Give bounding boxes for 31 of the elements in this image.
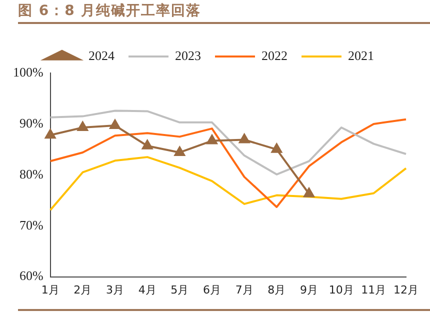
x-tick-label: 3月 — [106, 283, 124, 296]
point — [304, 188, 314, 198]
x-tick-label: 8月 — [268, 283, 286, 296]
chart-title: 图 6：8 月纯碱开工率回落 — [18, 2, 202, 20]
legend-label: 2024 — [88, 48, 115, 63]
legend-label: 2023 — [175, 48, 201, 63]
x-tick-label: 4月 — [138, 283, 156, 296]
x-tick-label: 10月 — [328, 283, 354, 296]
point — [142, 140, 153, 150]
point — [239, 134, 250, 144]
legend-label: 2022 — [262, 48, 288, 63]
x-tick-label: 2月 — [74, 283, 92, 296]
x-tick-label: 5月 — [170, 283, 189, 296]
point — [77, 122, 88, 132]
x-tick-label: 1月 — [41, 283, 60, 296]
x-tick-label: 7月 — [235, 283, 254, 296]
point — [110, 119, 120, 129]
point — [271, 143, 282, 153]
y-tick-label: 60% — [19, 268, 44, 284]
legend-label: 2021 — [348, 48, 374, 63]
x-tick-label: 9月 — [300, 283, 318, 296]
point — [174, 146, 185, 156]
point — [45, 129, 56, 139]
y-tick-label: 70% — [19, 217, 44, 232]
y-tick-label: 100% — [12, 64, 44, 80]
x-tick-label: 6月 — [203, 283, 221, 296]
y-tick-label: 80% — [19, 166, 44, 182]
y-tick-label: 90% — [19, 115, 44, 130]
point — [206, 134, 218, 144]
x-tick-label: 12月 — [394, 283, 418, 296]
x-tick-label: 11月 — [361, 283, 386, 296]
